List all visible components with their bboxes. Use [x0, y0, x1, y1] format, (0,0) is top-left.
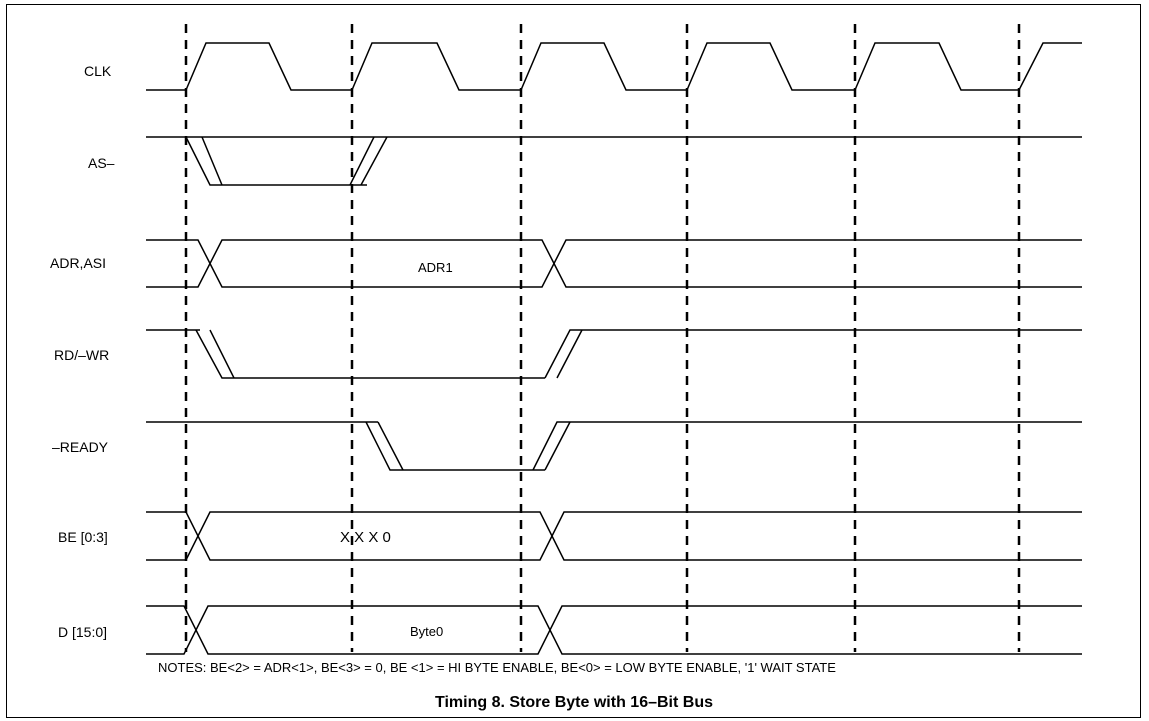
be-value: X X X 0: [340, 529, 391, 546]
wave-be: [146, 511, 1082, 561]
diagram-frame: [6, 4, 1141, 718]
signal-label-adr: ADR,ASI: [50, 255, 106, 271]
signal-label-data: D [15:0]: [58, 624, 107, 640]
wave-rdwr: [146, 329, 1082, 379]
wave-adr: [146, 239, 1082, 288]
signal-label-clk: CLK: [84, 63, 112, 79]
wave-data: [146, 605, 1082, 655]
adr-value: ADR1: [418, 260, 453, 275]
signal-label-as: AS–: [88, 155, 115, 171]
cycle-gridlines: [184, 24, 1021, 652]
timing-notes: NOTES: BE<2> = ADR<1>, BE<3> = 0, BE <1>…: [158, 660, 836, 675]
signal-label-ready: –READY: [52, 439, 109, 455]
signal-label-rdwr: RD/–WR: [54, 347, 109, 363]
signal-label-be: BE [0:3]: [58, 529, 108, 545]
wave-clk: [146, 42, 1082, 91]
wave-as: [146, 136, 1082, 186]
figure-caption: Timing 8. Store Byte with 16–Bit Bus: [435, 694, 713, 711]
wave-ready: [146, 421, 1082, 471]
data-value: Byte0: [410, 624, 443, 639]
